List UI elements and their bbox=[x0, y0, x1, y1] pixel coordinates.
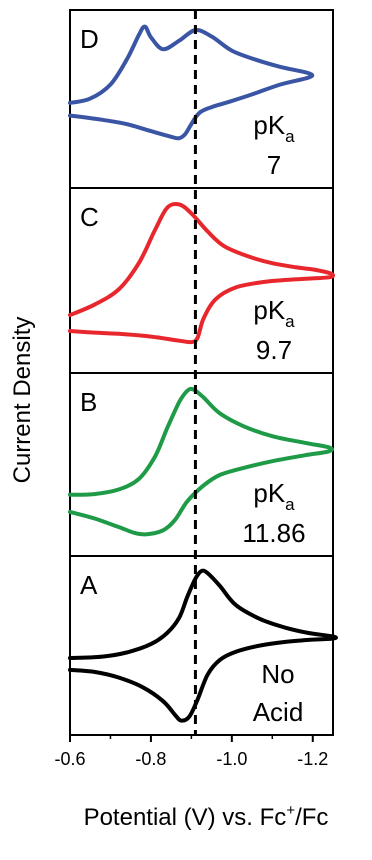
panel-b-letter: B bbox=[80, 387, 97, 417]
panel-d-cv-curve bbox=[68, 24, 315, 141]
x-axis-label-main: Potential (V) vs. Fc bbox=[84, 804, 287, 831]
panel-b-pka-subscript: a bbox=[285, 495, 295, 514]
panel-d-frame bbox=[69, 9, 334, 189]
panel-a-annotation-line2: Acid bbox=[253, 697, 304, 727]
panel-c-pka-subscript: a bbox=[285, 312, 295, 331]
panel-b-pka-value: 11.86 bbox=[242, 518, 305, 548]
panel-c-pka-label: pKa bbox=[253, 295, 295, 331]
x-tick-label: -0.8 bbox=[135, 749, 166, 769]
panel-a-letter: A bbox=[80, 570, 98, 600]
x-tick-label: -0.6 bbox=[54, 749, 85, 769]
panel-a: A No Acid bbox=[68, 555, 338, 736]
panel-c-letter: C bbox=[80, 202, 99, 232]
panel-d-pka-text: pK bbox=[253, 110, 285, 140]
x-axis: -0.6 -0.8 -1.0 -1.2 bbox=[54, 735, 328, 769]
panel-d-pka-label: pKa bbox=[253, 110, 295, 146]
panel-b-pka-text: pK bbox=[253, 478, 285, 508]
panel-d-pka-value: 7 bbox=[267, 150, 281, 180]
panel-b-pka-label: pKa bbox=[253, 478, 295, 514]
panel-c-cv-curve bbox=[68, 201, 335, 345]
x-tick-label: -1.2 bbox=[297, 749, 328, 769]
panel-b-cv-curve bbox=[68, 386, 334, 537]
panel-a-annotation-line1: No bbox=[261, 659, 294, 689]
x-tick-label: -1.0 bbox=[216, 749, 247, 769]
panel-c-pka-value: 9.7 bbox=[256, 335, 292, 365]
panel-d-letter: D bbox=[80, 24, 99, 54]
panel-a-cv-curve bbox=[68, 568, 338, 723]
panel-c-pka-text: pK bbox=[253, 295, 285, 325]
x-axis-label: Potential (V) vs. Fc+/Fc bbox=[84, 802, 329, 831]
x-axis-label-superscript: + bbox=[286, 802, 295, 819]
panel-a-frame bbox=[69, 555, 334, 736]
x-axis-label-tail: /Fc bbox=[295, 804, 328, 831]
panel-d-pka-subscript: a bbox=[285, 127, 295, 146]
y-axis-label: Current Density bbox=[9, 317, 36, 484]
